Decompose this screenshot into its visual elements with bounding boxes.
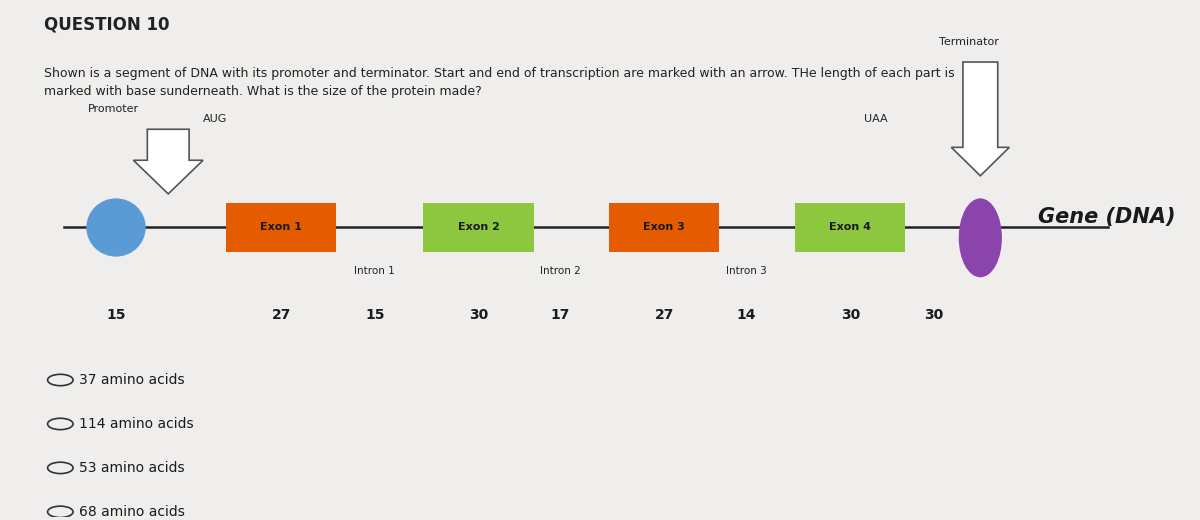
Text: 30: 30	[469, 308, 488, 321]
Text: Exon 2: Exon 2	[457, 223, 499, 232]
Text: Terminator: Terminator	[938, 36, 998, 46]
Text: 15: 15	[365, 308, 384, 321]
Text: 37 amino acids: 37 amino acids	[79, 373, 185, 387]
Text: AUG: AUG	[203, 114, 227, 124]
Text: 114 amino acids: 114 amino acids	[79, 417, 193, 431]
Text: Shown is a segment of DNA with its promoter and terminator. Start and end of tra: Shown is a segment of DNA with its promo…	[44, 67, 955, 98]
Text: UAA: UAA	[864, 114, 888, 124]
Text: Intron 2: Intron 2	[540, 266, 581, 276]
Ellipse shape	[960, 199, 1001, 277]
FancyBboxPatch shape	[227, 203, 336, 252]
Text: 68 amino acids: 68 amino acids	[79, 505, 185, 519]
FancyBboxPatch shape	[424, 203, 534, 252]
Text: 53 amino acids: 53 amino acids	[79, 461, 185, 475]
Text: 30: 30	[924, 308, 943, 321]
Text: 17: 17	[551, 308, 570, 321]
Ellipse shape	[88, 199, 145, 256]
Text: 30: 30	[841, 308, 860, 321]
FancyBboxPatch shape	[794, 203, 905, 252]
Text: QUESTION 10: QUESTION 10	[44, 16, 169, 33]
FancyBboxPatch shape	[610, 203, 719, 252]
Text: 15: 15	[107, 308, 126, 321]
Text: Gene (DNA): Gene (DNA)	[1038, 207, 1176, 227]
Text: 14: 14	[737, 308, 756, 321]
Polygon shape	[133, 129, 203, 194]
Text: Promoter: Promoter	[88, 104, 139, 114]
Text: 27: 27	[655, 308, 674, 321]
Text: Intron 3: Intron 3	[726, 266, 767, 276]
Text: Exon 1: Exon 1	[260, 223, 302, 232]
Text: Exon 3: Exon 3	[643, 223, 685, 232]
Text: Exon 4: Exon 4	[829, 223, 871, 232]
Polygon shape	[952, 62, 1009, 176]
Text: 27: 27	[272, 308, 292, 321]
Text: Intron 1: Intron 1	[354, 266, 395, 276]
